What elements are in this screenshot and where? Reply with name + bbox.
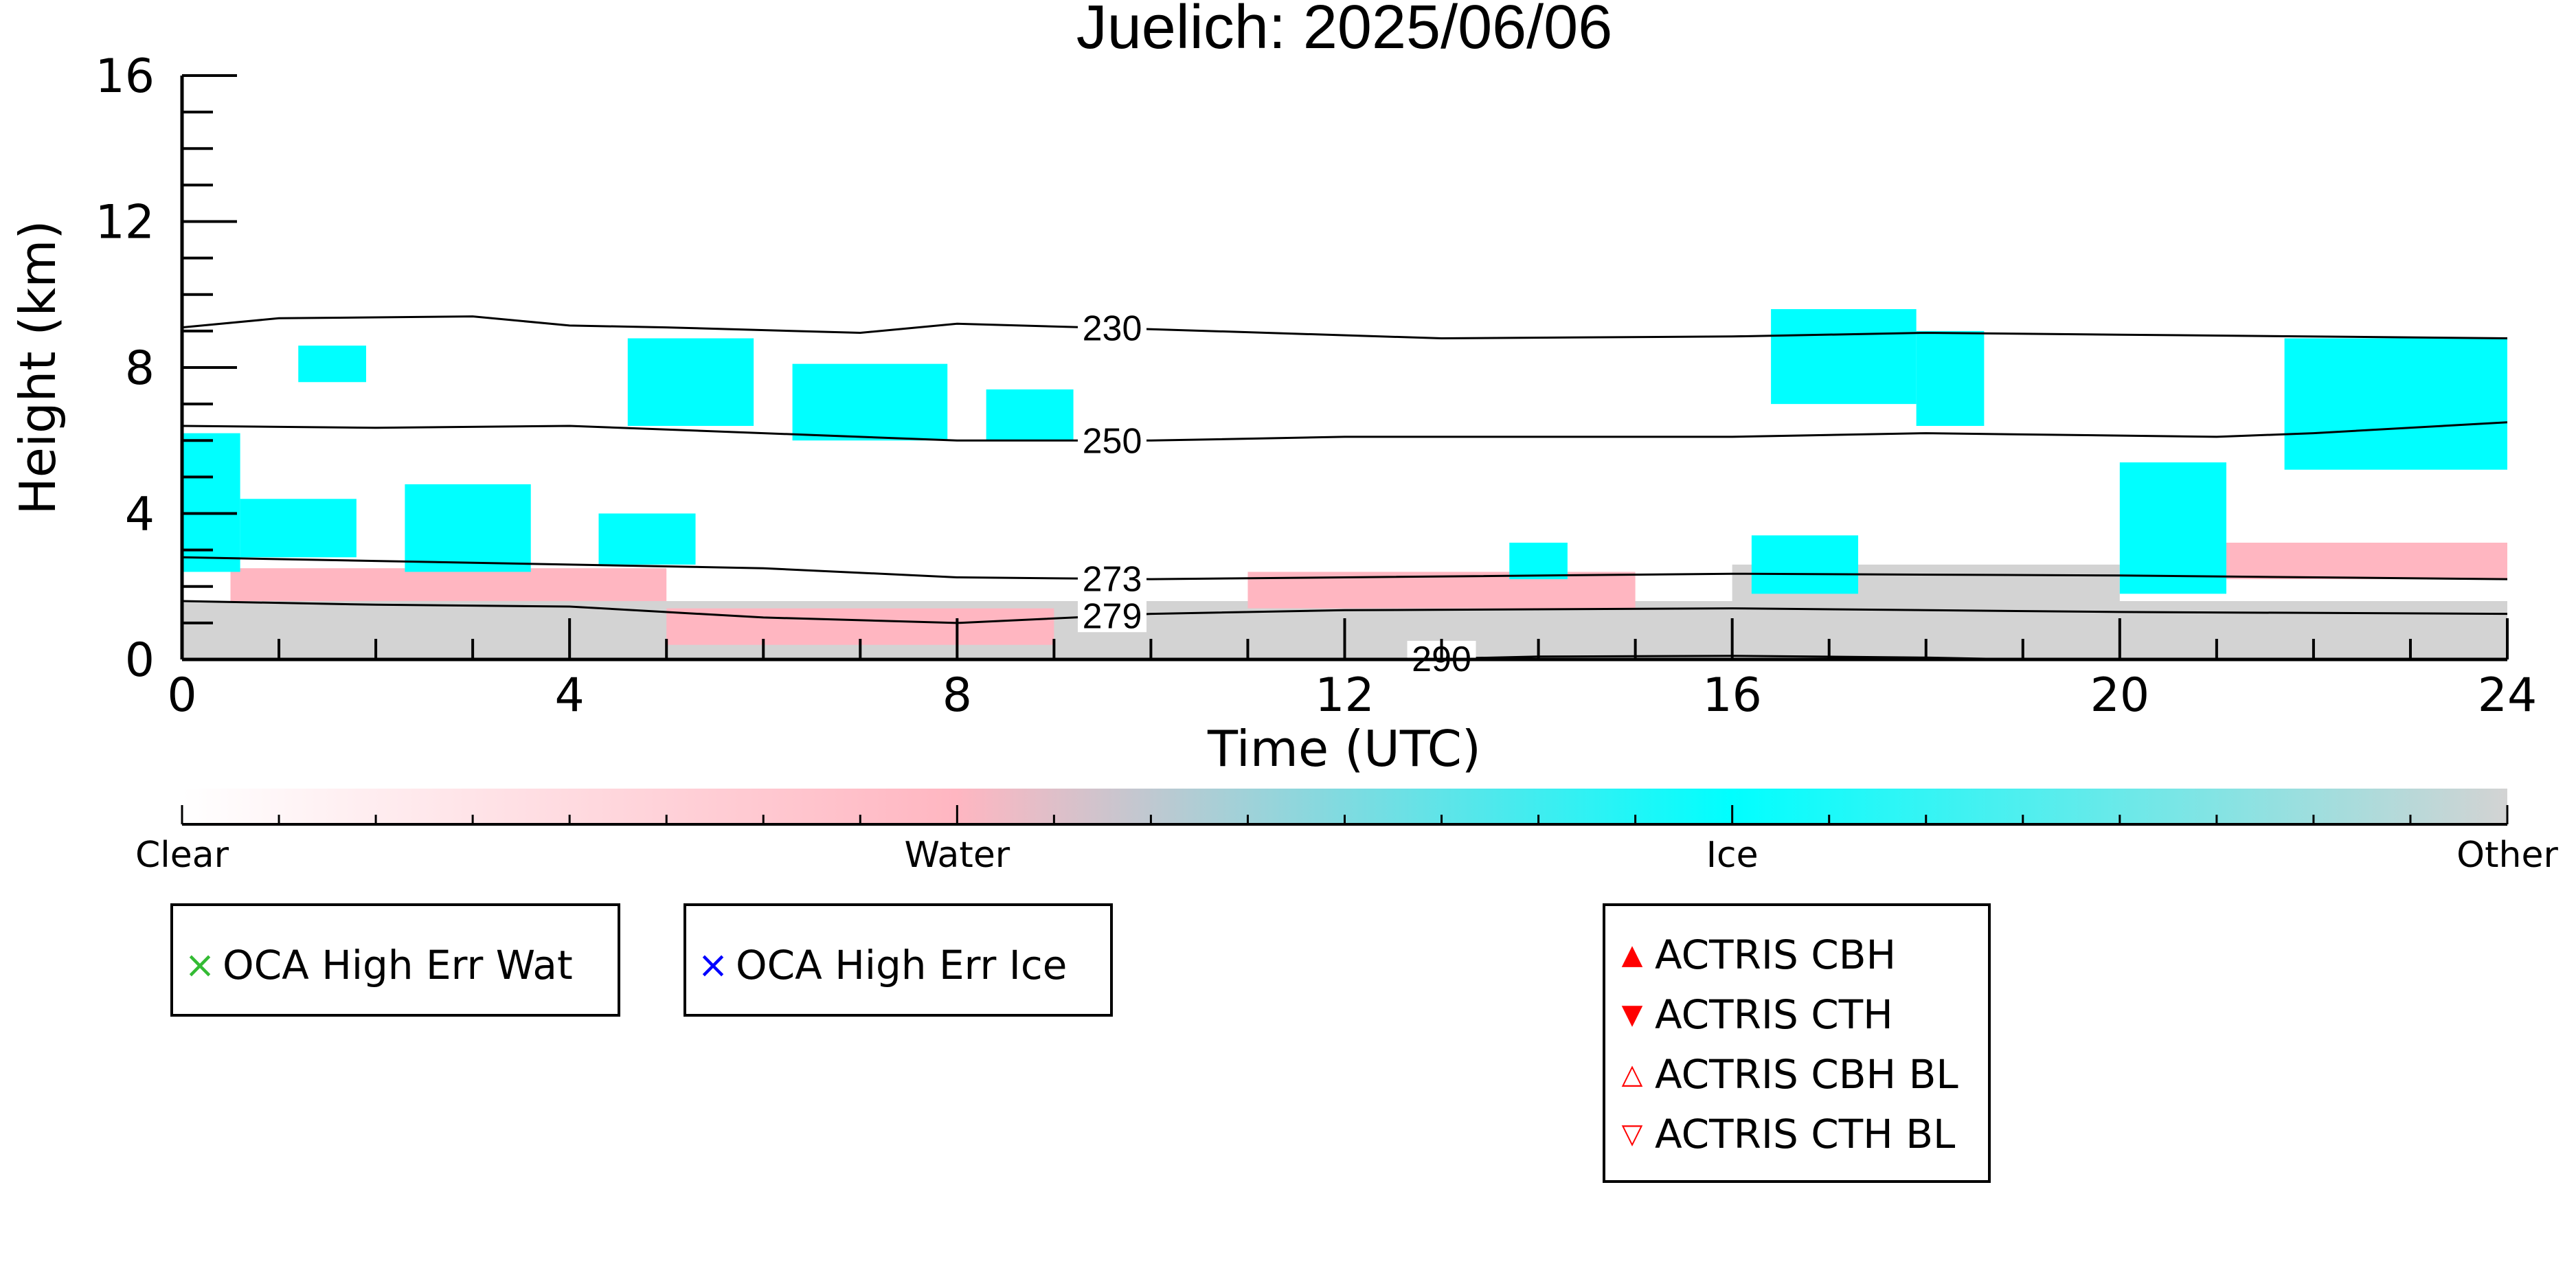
legend-label: ACTRIS CTH: [1655, 991, 1893, 1038]
x-ticks: 0 4 8 12 16 20 24: [167, 618, 2537, 723]
triangle-up-icon: ▲: [1621, 939, 1643, 971]
colorbar-label: Water: [904, 835, 1010, 876]
cloud-region-water: [230, 568, 667, 601]
triangle-down-outline-icon: ▽: [1621, 1118, 1643, 1150]
legend-label: ACTRIS CBH BL: [1655, 1051, 1958, 1098]
green-cross-icon: ×: [184, 943, 216, 986]
legend-label: OCA High Err Ice: [736, 942, 1067, 988]
cloud-region-ice: [627, 338, 754, 426]
colorbar: Clear Water Ice Other: [135, 789, 2558, 876]
y-tick-label: 16: [95, 49, 155, 104]
x-tick-label: 8: [942, 668, 972, 723]
cloud-region-ice: [1916, 330, 1985, 426]
cloud-region-ice: [240, 499, 357, 558]
x-tick-label: 24: [2478, 668, 2538, 723]
contour-279: [182, 600, 2507, 624]
contour-label-bg: [1078, 598, 1146, 633]
cloud-region-water: [666, 608, 1054, 645]
blue-cross-icon: ×: [697, 943, 729, 986]
triangle-down-icon: ▼: [1621, 999, 1643, 1030]
contour-250: [182, 421, 2507, 442]
y-tick-label: 0: [125, 633, 155, 688]
y-tick-label: 4: [125, 488, 155, 542]
legend-label: OCA High Err Wat: [223, 942, 573, 988]
contour-label: 250: [1083, 421, 1142, 461]
legend-actris: ▲ ACTRIS CBH ▼ ACTRIS CTH △ ACTRIS CBH B…: [1603, 903, 1991, 1183]
x-tick-label: 16: [1702, 668, 1762, 723]
cloud-region-ice: [986, 389, 1074, 441]
colorbar-label: Other: [2456, 835, 2558, 876]
x-axis-label: Time (UTC): [1207, 720, 1481, 778]
contour-273: [182, 556, 2507, 580]
cloud-region-ice: [1771, 309, 1917, 405]
legend-item: △ ACTRIS CBH BL: [1615, 1051, 1958, 1098]
cloud-region-ice: [405, 484, 531, 572]
colorbar-ticks: [181, 805, 2509, 824]
chart-title: Juelich: 2025/06/06: [1076, 0, 1613, 62]
contour-label-bg: [1078, 422, 1146, 457]
legend-oca-ice: × OCA High Err Ice: [683, 903, 1113, 1017]
colorbar-labels: Clear Water Ice Other: [135, 835, 2558, 876]
y-ticks: 0 4 8 12 16: [95, 49, 237, 688]
cloud-region-ice: [1509, 543, 1568, 580]
x-tick-label: 0: [167, 668, 196, 723]
x-tick-label: 20: [2090, 668, 2150, 723]
x-tick-label: 4: [555, 668, 585, 723]
legend-item: ▲ ACTRIS CBH: [1615, 931, 1897, 978]
legend-item: × OCA High Err Wat: [183, 942, 573, 988]
y-tick-label: 12: [95, 196, 155, 250]
legend-oca-water: × OCA High Err Wat: [170, 903, 620, 1017]
colorbar-label: Ice: [1706, 835, 1759, 876]
cloud-region-ice: [598, 513, 696, 565]
legend-item: × OCA High Err Ice: [696, 942, 1067, 988]
colorbar-label: Clear: [135, 835, 229, 876]
contour-label-bg: [1078, 310, 1146, 345]
contour-label-bg: [1078, 561, 1146, 596]
cloud-region-ice: [2284, 338, 2507, 470]
contour-230: [182, 315, 2507, 340]
cloud-region-ice: [792, 363, 948, 441]
x-tick-label: 12: [1315, 668, 1375, 723]
legend-label: ACTRIS CBH: [1655, 931, 1897, 978]
triangle-up-outline-icon: △: [1621, 1059, 1643, 1090]
legend-item: ▼ ACTRIS CTH: [1615, 991, 1893, 1038]
contour-labels: 230250273279290: [1078, 309, 1476, 679]
cloud-region-ice: [2119, 462, 2226, 594]
legend-label: ACTRIS CTH BL: [1655, 1111, 1956, 1157]
y-axis-label: Height (km): [9, 221, 67, 515]
contour-label: 230: [1083, 309, 1142, 349]
cloud-region-ice: [1751, 535, 1859, 594]
contour-label: 273: [1083, 560, 1142, 600]
contour-label: 279: [1083, 596, 1142, 636]
cloud-region-ice: [298, 346, 366, 383]
y-tick-label: 8: [125, 341, 155, 396]
legend-item: ▽ ACTRIS CTH BL: [1615, 1111, 1956, 1157]
